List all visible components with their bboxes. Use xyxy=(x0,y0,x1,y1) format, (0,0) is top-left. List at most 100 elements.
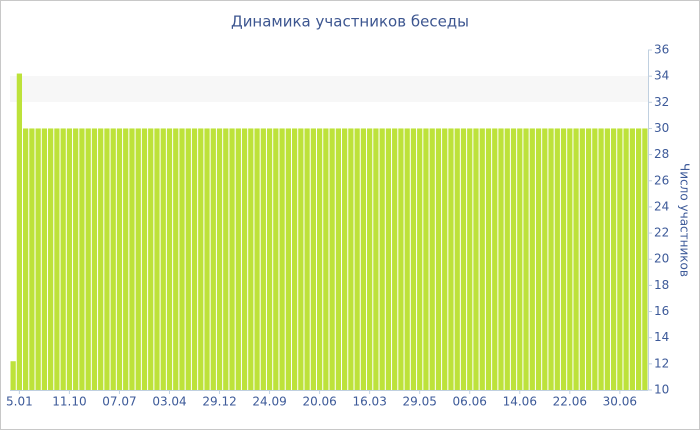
bar xyxy=(54,128,60,390)
bar xyxy=(66,128,73,390)
bar xyxy=(266,128,273,390)
y-tick-label: 26 xyxy=(654,173,669,187)
bar xyxy=(191,128,198,390)
bar xyxy=(160,128,166,390)
bar xyxy=(91,128,98,390)
bar xyxy=(279,128,285,390)
bar xyxy=(198,128,204,390)
y-tick-label: 16 xyxy=(654,304,669,318)
bar xyxy=(448,128,454,390)
bar xyxy=(598,128,604,390)
bar xyxy=(454,128,460,390)
bar xyxy=(148,128,154,390)
bar xyxy=(410,128,417,390)
bar xyxy=(573,128,579,390)
bar xyxy=(360,128,367,390)
bar xyxy=(417,128,423,390)
bar xyxy=(241,128,248,390)
bar xyxy=(248,128,254,390)
y-tick-label: 36 xyxy=(654,43,669,57)
bar xyxy=(223,128,229,390)
bar xyxy=(404,128,410,390)
bar xyxy=(567,128,573,390)
x-tick-label: 24.09 xyxy=(252,395,286,409)
bar xyxy=(460,128,467,390)
bar xyxy=(504,128,510,390)
y-tick-label: 28 xyxy=(654,147,669,161)
y-tick-label: 10 xyxy=(654,383,669,397)
bar xyxy=(135,128,141,390)
bar xyxy=(329,128,335,390)
bar xyxy=(260,128,266,390)
bar xyxy=(16,73,23,391)
bar xyxy=(323,128,329,390)
y-tick-label: 34 xyxy=(654,69,669,83)
bar xyxy=(73,128,79,390)
bar xyxy=(185,128,191,390)
bar xyxy=(98,128,104,390)
bar xyxy=(423,128,429,390)
bar xyxy=(554,128,560,390)
bar xyxy=(110,128,116,390)
bar xyxy=(579,128,585,390)
bar xyxy=(517,128,523,390)
bar xyxy=(173,128,179,390)
bar xyxy=(154,128,160,390)
bar xyxy=(304,128,310,390)
bar xyxy=(435,128,442,390)
bar xyxy=(116,128,123,390)
y-tick-label: 12 xyxy=(654,356,669,370)
y-tick-label: 20 xyxy=(654,252,669,266)
x-tick-label: 20.06 xyxy=(302,395,336,409)
bar xyxy=(179,128,185,390)
bar xyxy=(85,128,91,390)
x-tick-label: 30.06 xyxy=(603,395,637,409)
bar xyxy=(560,128,567,390)
bar xyxy=(523,128,529,390)
bar xyxy=(542,128,548,390)
bar xyxy=(442,128,448,390)
bar xyxy=(216,128,223,390)
bar xyxy=(604,128,610,390)
bar xyxy=(254,128,260,390)
bar xyxy=(104,128,110,390)
bar xyxy=(342,128,348,390)
bar xyxy=(373,128,379,390)
bar xyxy=(385,128,392,390)
bar xyxy=(310,128,316,390)
x-tick-label: 22.06 xyxy=(553,395,587,409)
bar xyxy=(479,128,485,390)
bar xyxy=(129,128,135,390)
bar xyxy=(623,128,629,390)
x-tick-label: 29.12 xyxy=(202,395,236,409)
y-axis-label: Число участников xyxy=(678,163,692,277)
y-tick-label: 30 xyxy=(654,121,669,135)
bar xyxy=(642,128,648,390)
bar xyxy=(35,128,41,390)
y-tick-label: 32 xyxy=(654,95,669,109)
bar xyxy=(229,128,235,390)
bar xyxy=(585,128,592,390)
x-tick-label: 03.04 xyxy=(152,395,186,409)
bar xyxy=(379,128,385,390)
x-tick-label: 16.03 xyxy=(352,395,386,409)
bar xyxy=(529,128,535,390)
bar xyxy=(316,128,323,390)
bar xyxy=(335,128,342,390)
bar xyxy=(398,128,404,390)
bar xyxy=(485,128,492,390)
y-tick-label: 14 xyxy=(654,330,669,344)
bar xyxy=(29,128,35,390)
bar xyxy=(60,128,66,390)
bar xyxy=(141,128,148,390)
bar xyxy=(592,128,598,390)
bar xyxy=(467,128,473,390)
x-tick-label: 11.10 xyxy=(52,395,86,409)
bar xyxy=(210,128,216,390)
bar xyxy=(498,128,504,390)
bar xyxy=(23,128,29,390)
bar xyxy=(635,128,642,390)
bar xyxy=(166,128,173,390)
bar xyxy=(492,128,498,390)
